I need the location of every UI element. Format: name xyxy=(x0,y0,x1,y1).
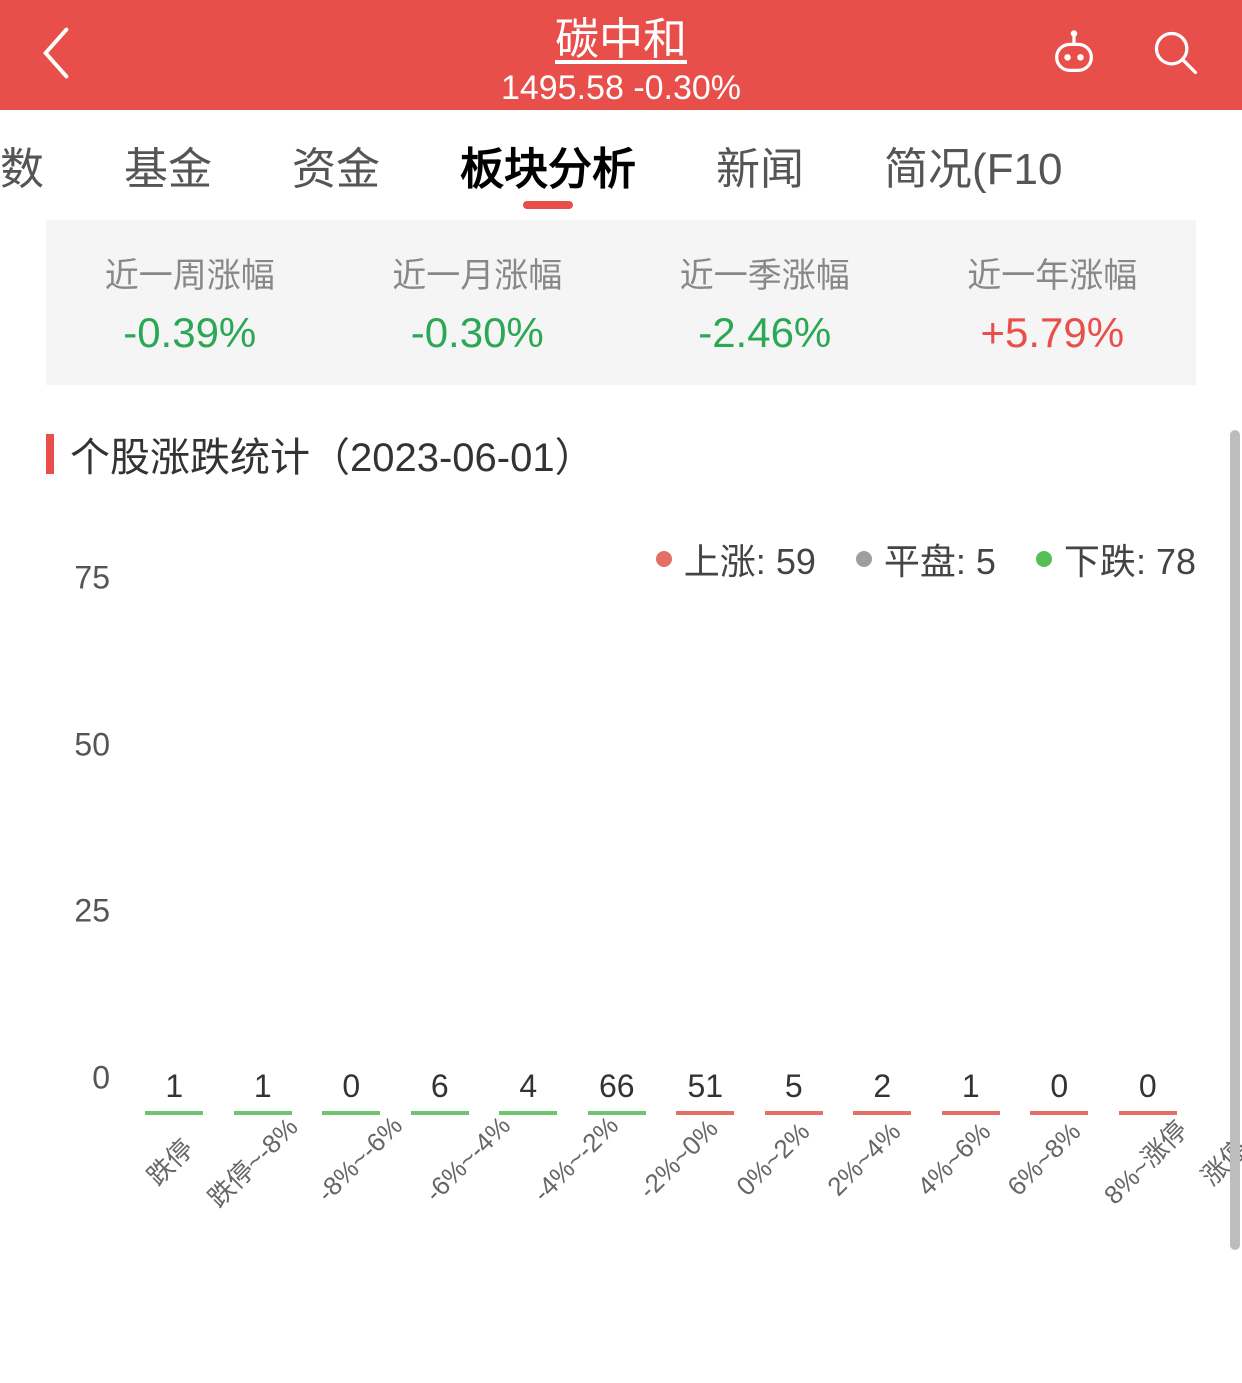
stat-quarter: 近一季涨幅 -2.46% xyxy=(621,248,909,357)
stat-label: 近一周涨幅 xyxy=(46,248,334,297)
bar-value-label: 66 xyxy=(599,1068,635,1105)
y-tick: 75 xyxy=(74,560,110,597)
bar-column: 66 xyxy=(573,1068,662,1115)
bar xyxy=(676,1111,734,1115)
bar xyxy=(322,1111,380,1115)
bar-value-label: 0 xyxy=(342,1068,360,1105)
app-header: 碳中和 1495.58 -0.30% xyxy=(0,0,1242,110)
chart-plot: 1 1 0 6 4 66 51 5 2 1 0 0 xyxy=(130,625,1192,1115)
bar xyxy=(942,1111,1000,1115)
y-tick: 50 xyxy=(74,726,110,763)
bar-column: 0 xyxy=(307,1068,396,1115)
bar-value-label: 5 xyxy=(785,1068,803,1105)
legend-down: 下跌: 78 xyxy=(1036,533,1196,585)
distribution-chart: 0255075 11064665152100 跌停跌停~-8%-8%~-6%-6… xyxy=(40,615,1202,1235)
bar-column: 6 xyxy=(396,1068,485,1115)
tab-bar: 数 基金 资金 板块分析 新闻 简况(F10 xyxy=(0,110,1242,220)
stat-year: 近一年涨幅 +5.79% xyxy=(909,248,1197,357)
x-axis-labels: 跌停跌停~-8%-8%~-6%-6%~-4%-4%~-2%-2%~0%0%~2%… xyxy=(130,1120,1192,1235)
bar xyxy=(499,1111,557,1115)
stock-price-change: 1495.58 -0.30% xyxy=(501,69,741,108)
bar xyxy=(145,1111,203,1115)
search-icon xyxy=(1150,27,1202,79)
stat-label: 近一年涨幅 xyxy=(909,248,1197,297)
dot-icon xyxy=(856,551,872,567)
tab-f10[interactable]: 简况(F10 xyxy=(874,113,1072,217)
bar-column: 0 xyxy=(1104,1068,1193,1115)
accent-bar-icon xyxy=(46,434,54,474)
bar-column: 1 xyxy=(130,1068,219,1115)
bar-value-label: 0 xyxy=(1050,1068,1068,1105)
chevron-left-icon xyxy=(40,27,72,79)
header-title-block[interactable]: 碳中和 1495.58 -0.30% xyxy=(501,3,741,108)
bar-column: 0 xyxy=(1015,1068,1104,1115)
bar-column: 2 xyxy=(838,1068,927,1115)
tab-sector-analysis[interactable]: 板块分析 xyxy=(450,113,646,217)
tab-partial[interactable]: 数 xyxy=(0,113,54,217)
bar-column: 4 xyxy=(484,1068,573,1115)
stat-month: 近一月涨幅 -0.30% xyxy=(334,248,622,357)
tab-capital[interactable]: 资金 xyxy=(282,113,390,217)
period-stats: 近一周涨幅 -0.39% 近一月涨幅 -0.30% 近一季涨幅 -2.46% 近… xyxy=(46,220,1196,385)
header-actions xyxy=(1048,27,1202,84)
legend-flat: 平盘: 5 xyxy=(856,533,996,585)
stat-value: -0.39% xyxy=(46,309,334,357)
bar-value-label: 0 xyxy=(1139,1068,1157,1105)
bar-column: 51 xyxy=(661,1068,750,1115)
y-tick: 0 xyxy=(92,1060,110,1097)
section-title: 个股涨跌统计（2023-06-01） xyxy=(46,425,1196,483)
bar-value-label: 51 xyxy=(687,1068,723,1105)
back-button[interactable] xyxy=(40,27,72,84)
stat-value: +5.79% xyxy=(909,309,1197,357)
bar-column: 5 xyxy=(750,1068,839,1115)
stat-value: -2.46% xyxy=(621,309,909,357)
stat-value: -0.30% xyxy=(334,309,622,357)
tab-fund[interactable]: 基金 xyxy=(114,113,222,217)
bar-value-label: 6 xyxy=(431,1068,449,1105)
bar-column: 1 xyxy=(927,1068,1016,1115)
search-button[interactable] xyxy=(1150,27,1202,84)
robot-icon xyxy=(1048,27,1100,79)
bar-value-label: 2 xyxy=(873,1068,891,1105)
bar-value-label: 1 xyxy=(254,1068,272,1105)
dot-icon xyxy=(1036,551,1052,567)
stat-week: 近一周涨幅 -0.39% xyxy=(46,248,334,357)
bar-value-label: 1 xyxy=(165,1068,183,1105)
y-tick: 25 xyxy=(74,893,110,930)
legend-up: 上涨: 59 xyxy=(656,533,816,585)
bar xyxy=(853,1111,911,1115)
stat-label: 近一季涨幅 xyxy=(621,248,909,297)
robot-button[interactable] xyxy=(1048,27,1100,84)
bar xyxy=(588,1111,646,1115)
bar xyxy=(765,1111,823,1115)
dot-icon xyxy=(656,551,672,567)
bar-column: 1 xyxy=(219,1068,308,1115)
y-axis: 0255075 xyxy=(40,615,120,1115)
tab-news[interactable]: 新闻 xyxy=(706,113,814,217)
chart-legend: 上涨: 59 平盘: 5 下跌: 78 xyxy=(0,533,1196,585)
scrollbar[interactable] xyxy=(1230,430,1240,1250)
bar xyxy=(1030,1111,1088,1115)
bars-container: 1 1 0 6 4 66 51 5 2 1 0 0 xyxy=(130,625,1192,1115)
bar-value-label: 4 xyxy=(519,1068,537,1105)
bar-value-label: 1 xyxy=(962,1068,980,1105)
stock-name: 碳中和 xyxy=(501,3,741,67)
stat-label: 近一月涨幅 xyxy=(334,248,622,297)
section-header: 个股涨跌统计（2023-06-01） xyxy=(46,425,1196,483)
bar xyxy=(411,1111,469,1115)
